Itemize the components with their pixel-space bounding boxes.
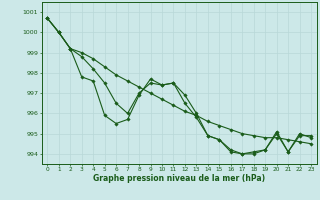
X-axis label: Graphe pression niveau de la mer (hPa): Graphe pression niveau de la mer (hPa) xyxy=(93,174,265,183)
